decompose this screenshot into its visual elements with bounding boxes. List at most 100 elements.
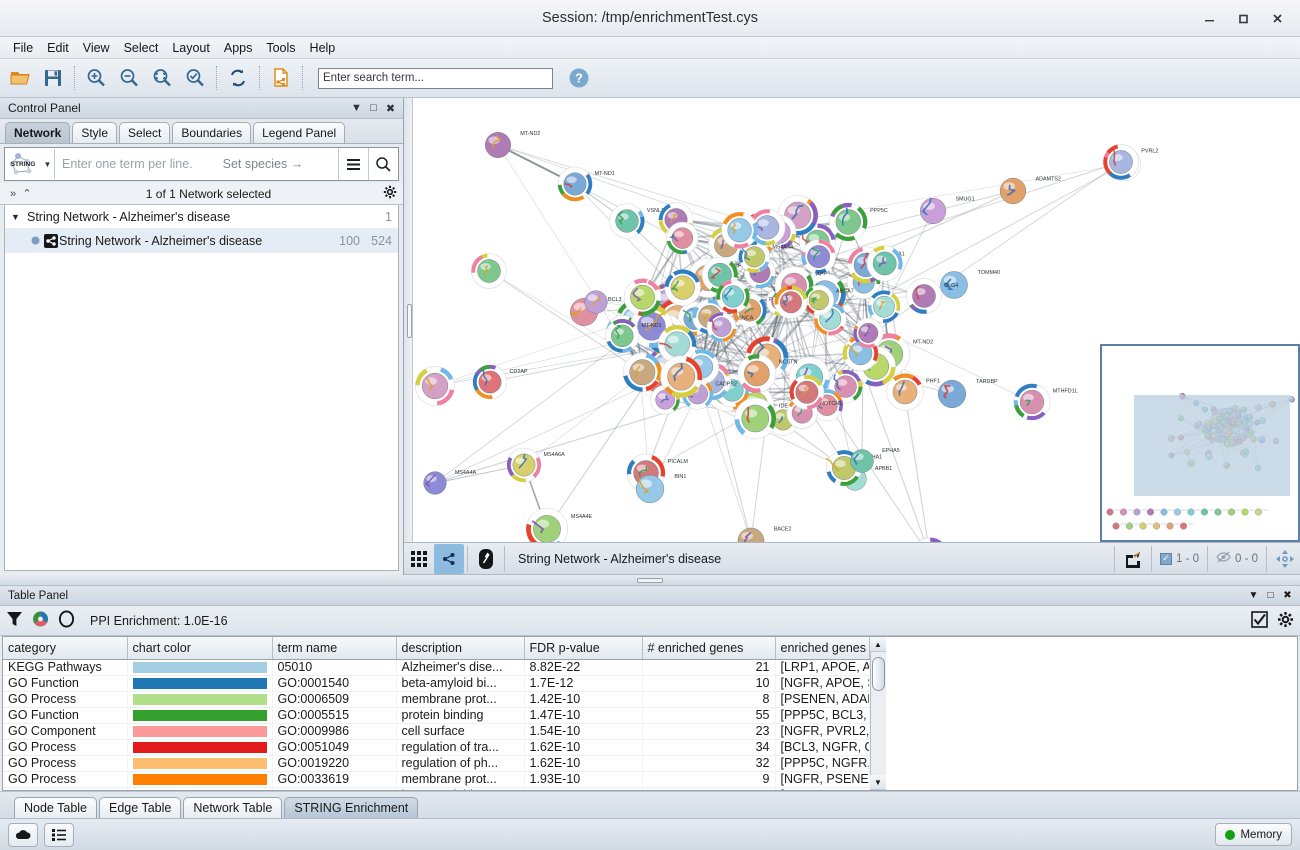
- string-species-dropdown-icon[interactable]: ▼: [43, 159, 52, 169]
- network-node[interactable]: [867, 290, 901, 324]
- network-node[interactable]: [853, 317, 884, 349]
- table-panel-float-icon[interactable]: □: [1267, 590, 1274, 601]
- network-node[interactable]: MT-ND1: [605, 318, 662, 353]
- network-node[interactable]: [666, 221, 699, 255]
- vertical-splitter-handle[interactable]: [0, 575, 1300, 586]
- set-species-link[interactable]: Set species →: [222, 157, 304, 171]
- network-node[interactable]: [789, 374, 825, 410]
- control-panel-float-icon[interactable]: □: [370, 102, 377, 114]
- refresh-icon[interactable]: [222, 62, 254, 94]
- checkbox-icon[interactable]: [1251, 610, 1268, 631]
- save-icon[interactable]: [37, 62, 69, 94]
- network-node[interactable]: [774, 285, 808, 319]
- network-node[interactable]: [415, 366, 455, 406]
- annotation-icon[interactable]: [471, 544, 501, 574]
- network-node[interactable]: BACE2: [737, 527, 792, 543]
- table-row[interactable]: GO Process GO:0006509 membrane prot... 1.42…: [3, 691, 870, 708]
- cloud-icon[interactable]: [8, 822, 38, 847]
- task-list-icon[interactable]: [44, 822, 74, 847]
- hamburger-icon[interactable]: [338, 148, 368, 180]
- network-node[interactable]: [866, 245, 903, 282]
- network-node[interactable]: [660, 355, 703, 398]
- fit-network-icon[interactable]: [146, 62, 178, 94]
- maximize-icon[interactable]: [1226, 4, 1260, 34]
- scroll-down-arrow-icon[interactable]: ▼: [870, 775, 886, 790]
- help-icon[interactable]: ?: [568, 67, 590, 89]
- minimize-icon[interactable]: [1192, 4, 1226, 34]
- network-node[interactable]: GAB2: [828, 369, 879, 404]
- network-graph[interactable]: MT-ND2 MT-ND1 VSNL1 CD2AP MS4A6A MS4A4A MS4A4E…: [404, 98, 1294, 543]
- menu-apps[interactable]: Apps: [223, 40, 253, 55]
- expander-icon[interactable]: ▼: [11, 211, 20, 222]
- gear-icon[interactable]: [1277, 611, 1294, 631]
- network-node[interactable]: PHF1: [886, 373, 940, 411]
- table-panel-collapse-icon[interactable]: ▼: [1248, 590, 1259, 601]
- network-tree-group[interactable]: ▼ String Network - Alzheimer's disease 1: [5, 205, 398, 229]
- network-tree-item[interactable]: String Network - Alzheimer's disease 100…: [5, 229, 398, 253]
- memory-status-button[interactable]: Memory: [1215, 823, 1292, 846]
- network-node[interactable]: [716, 279, 750, 314]
- table-row[interactable]: GO Process GO:0019220 regulation of ph... 1…: [3, 755, 870, 772]
- navigator-viewport-rect[interactable]: [1134, 395, 1290, 496]
- zoom-in-icon[interactable]: [80, 62, 112, 94]
- network-node[interactable]: [471, 253, 507, 289]
- tab-string-enrichment[interactable]: STRING Enrichment: [284, 797, 419, 818]
- tab-select[interactable]: Select: [119, 122, 171, 143]
- network-node[interactable]: PPP5C: [829, 202, 888, 242]
- network-node[interactable]: CD2AP: [472, 364, 528, 400]
- control-panel-collapse-icon[interactable]: ▼: [351, 102, 362, 114]
- menu-edit[interactable]: Edit: [47, 40, 69, 55]
- collapse-all-icon[interactable]: »: [9, 187, 17, 200]
- menu-view[interactable]: View: [82, 40, 110, 55]
- table-row[interactable]: GO Function GO:0005515 protein binding 1.47…: [3, 707, 870, 724]
- table-row[interactable]: GO Process GO:0033619 membrane prot... 1.93…: [3, 771, 870, 788]
- horizontal-splitter-handle[interactable]: [404, 98, 413, 542]
- grid-view-icon[interactable]: [404, 544, 434, 574]
- menu-select[interactable]: Select: [123, 40, 159, 55]
- tab-legend-panel[interactable]: Legend Panel: [253, 122, 346, 143]
- network-node[interactable]: VSNL1: [609, 203, 664, 239]
- fit-content-icon[interactable]: [1270, 544, 1300, 574]
- table-row[interactable]: GO Process GO:0050435beta-amyloid m...2.0…: [3, 787, 870, 790]
- network-node[interactable]: [664, 269, 701, 306]
- menu-layout[interactable]: Layout: [172, 40, 210, 55]
- open-folder-icon[interactable]: [4, 62, 36, 94]
- export-network-icon[interactable]: [265, 62, 297, 94]
- network-node[interactable]: MT-ND1: [557, 166, 615, 202]
- network-node[interactable]: [584, 290, 608, 314]
- tab-network[interactable]: Network: [5, 122, 71, 143]
- network-node[interactable]: [801, 239, 836, 274]
- network-node[interactable]: [721, 211, 758, 249]
- tab-network-table[interactable]: Network Table: [183, 797, 283, 818]
- table-vertical-scrollbar[interactable]: ▲ ▼: [869, 637, 886, 790]
- network-node[interactable]: MS4A4E: [525, 507, 593, 543]
- fit-selected-icon[interactable]: [179, 62, 211, 94]
- network-node[interactable]: SNCA: [706, 312, 754, 342]
- expand-all-icon[interactable]: ⌃: [22, 188, 32, 200]
- network-node[interactable]: TOMM40: [940, 270, 1000, 299]
- network-node[interactable]: MTHFD1L: [1013, 383, 1078, 421]
- tab-style[interactable]: Style: [72, 122, 118, 143]
- network-canvas[interactable]: MT-ND2 MT-ND1 VSNL1 CD2AP MS4A6A MS4A4A MS4A4E…: [404, 98, 1300, 543]
- network-overview-navigator[interactable]: [1100, 344, 1300, 542]
- donut-chart-icon[interactable]: [58, 610, 75, 631]
- string-term-input[interactable]: Enter one term per line. Set species →: [54, 149, 338, 179]
- tab-edge-table[interactable]: Edge Table: [99, 797, 182, 818]
- export-image-icon[interactable]: [1118, 544, 1148, 574]
- tab-boundaries[interactable]: Boundaries: [172, 122, 252, 143]
- network-node[interactable]: NCSTN: [737, 354, 798, 393]
- search-input[interactable]: Enter search term...: [318, 67, 553, 89]
- network-node[interactable]: ADAMTS2: [999, 177, 1061, 205]
- zoom-out-icon[interactable]: [113, 62, 145, 94]
- scroll-up-arrow-icon[interactable]: ▲: [870, 637, 886, 652]
- network-node[interactable]: ABCA7: [803, 284, 854, 316]
- network-node[interactable]: MS4A6A: [506, 447, 565, 483]
- network-node[interactable]: MT-ND2: [485, 131, 540, 158]
- selected-nodes-counter[interactable]: ✓ 1 - 0: [1155, 552, 1204, 565]
- network-node[interactable]: PVRL2: [1103, 144, 1158, 180]
- network-node[interactable]: BIN1: [635, 474, 686, 504]
- table-row[interactable]: GO Component GO:0009986 cell surface 1.54E-…: [3, 723, 870, 740]
- table-row[interactable]: GO Process GO:0051049 regulation of tra...…: [3, 739, 870, 756]
- table-row[interactable]: KEGG Pathways 05010 Alzheimer's dise... 8.8…: [3, 659, 870, 676]
- network-node[interactable]: MS4A4A: [738, 240, 794, 273]
